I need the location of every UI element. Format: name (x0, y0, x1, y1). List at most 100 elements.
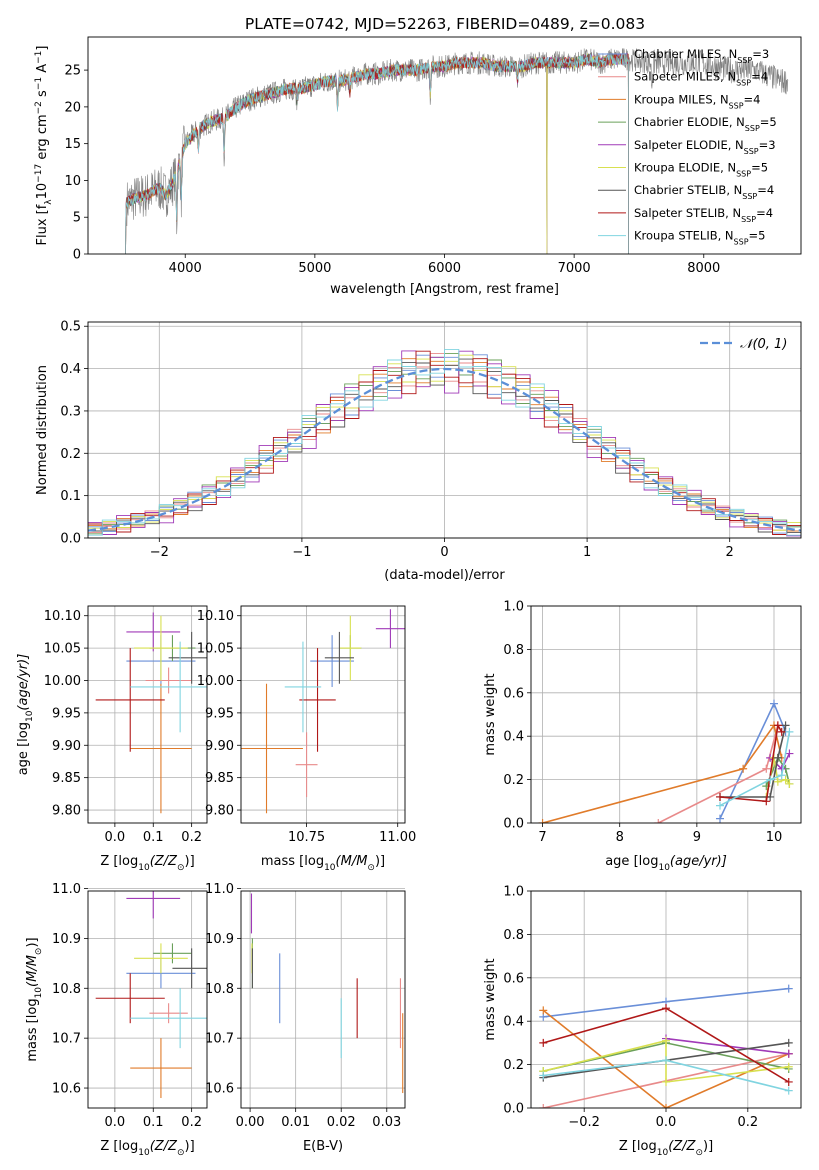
mass_vs_Z-plot (95, 891, 207, 1099)
mass_vs_Z-frame (87, 890, 208, 1109)
normal-legend-label: 𝒩(0, 1) (740, 337, 787, 352)
legend-nssp: =3 (752, 47, 769, 61)
age_vs_Z-xlabel-part: 10 (138, 863, 150, 873)
weight_vs_Z-xlabel: Z [log10(Z/Z⊙)] (619, 1139, 713, 1158)
normal-curve (88, 367, 801, 532)
age_vs_Z-xtick-label-1: 0.1 (143, 830, 164, 845)
legend-name: Salpeter MILES, N (634, 70, 736, 84)
weight_vs_Z-xtick-label-2: 0.2 (737, 1115, 758, 1130)
mass_vs_Z-panel: 0.0 0.1 0.210.610.710.810.911.0Z [log10(Z/… (25, 882, 208, 1158)
weight_vs_Z-xlabel-part: 10 (657, 1148, 669, 1158)
weight_vs_age-frame (530, 605, 802, 824)
legend-label-0: Chabrier MILES, NSSP=3 (634, 47, 769, 65)
residuals-ytick-label-1: 0.1 (60, 489, 81, 504)
age_vs_Z-ylabel-part: (age/yr)] (16, 654, 31, 711)
weight-point-5-4 (785, 779, 794, 788)
mass_vs_Z-ytick-label-3: 10.9 (52, 932, 81, 947)
errorbar-7 (95, 973, 165, 1024)
weight-point-0-1 (770, 699, 778, 708)
mass_vs_Z-xlabel-part: Z [log (100, 1139, 138, 1154)
model-spectrum-8 (125, 53, 629, 254)
weight_vs_age-xlabel: age [log10(age/yr)] (605, 854, 727, 873)
mass_vs_ebv-frame (240, 890, 406, 1109)
spectrum-xtick-label-4: 8000 (687, 261, 720, 276)
weight_vs_age-xlabel-part: 10 (658, 863, 670, 873)
weight-line-3 (765, 756, 791, 787)
age_vs_Z-ytick-label-5: 10.05 (44, 642, 81, 657)
weight_vs_age-xtick-label-3: 10 (766, 830, 783, 845)
legend-subscript: SSP (741, 214, 756, 223)
weight-point-5-3 (784, 1062, 793, 1071)
spectrum-ticks: 4000 5000 6000 7000 8000 0 5 10 15 20 25 (64, 64, 720, 276)
mass_vs_Z-grid (88, 888, 207, 1108)
legend-subscript: SSP (734, 237, 749, 246)
weight-point-6-2 (773, 753, 782, 762)
mass_vs_ebv-ytick-label-2: 10.8 (205, 982, 234, 997)
legend-subscript: SSP (729, 101, 744, 110)
errorbar-5 (134, 943, 188, 974)
errorbar-8 (130, 641, 207, 733)
mass_vs_Z-ylabel-part: ⊙ (34, 948, 44, 956)
mass_vs_ebv-panel: 0.00 0.01 0.02 0.03 10.6 10.7 10.8 10.9 11.0 E(B-… (205, 882, 406, 1154)
spectrum-ytick-label-5: 25 (64, 64, 81, 79)
weight-point-8-1 (766, 775, 775, 784)
residuals-ticks: −2 −1 0 1 2 0.0 0.1 0.2 0.3 0.4 0.5 (60, 320, 734, 560)
weight-point-0-2 (784, 984, 793, 993)
weight-point-2-0 (538, 819, 547, 823)
residuals-panel: −2 −1 0 1 2 0.0 0.1 0.2 0.3 0.4 0.5 𝒩(0, 1) (data-mo… (35, 320, 802, 583)
mass_vs_Z-xtick-label-0: 0.0 (105, 1115, 126, 1130)
spectrum-xtick-label-2: 6000 (428, 261, 461, 276)
age_vs_Z-xlabel-part: )] (185, 854, 195, 869)
mass_vs_Z-xlabel-part: ⊙ (177, 1148, 185, 1158)
errorbar-4 (375, 609, 405, 649)
weight_vs_age-xtick-label-1: 8 (616, 830, 624, 845)
legend-subscript: SSP (737, 56, 752, 65)
spectrum-ylabel-part: A (35, 64, 50, 77)
weight_vs_age-ytick-label-0: 0.0 (503, 817, 524, 832)
weight-point-8-2 (777, 771, 786, 780)
legend-name: Kroupa ELODIE, N (634, 161, 736, 175)
residuals-xtick-label-4: 2 (726, 545, 734, 560)
weight_vs_Z-plot (539, 984, 793, 1108)
legend-name: Kroupa MILES, N (634, 92, 729, 106)
weight_vs_Z-xtick-label-1: 0.0 (656, 1115, 677, 1130)
residuals-ytick-label-2: 0.2 (60, 447, 81, 462)
age_vs_mass-panel: 10.75 11.00 9.80 9.85 9.90 9.95 10.00 10.05 10.1… (197, 605, 416, 873)
weight_vs_Z-xlabel-part: )] (703, 1139, 713, 1154)
legend-label-7: Salpeter STELIB, NSSP=4 (634, 206, 773, 224)
age_vs_Z-ytick-label-1: 9.85 (52, 771, 81, 786)
spectrum-ylabel-part: Flux [f (35, 204, 50, 245)
age_vs_Z-xlabel-part: ⊙ (177, 863, 185, 873)
weight_vs_age-xlabel-part: (age/yr)] (670, 854, 727, 869)
errorbar-4 (126, 612, 181, 652)
errorbar-6 (172, 948, 207, 989)
age_vs_mass-ytick-label-6: 10.10 (197, 609, 234, 624)
age_vs_mass-xlabel-part: (M/M (336, 854, 368, 869)
mass_vs_ebv-xtick-label-2: 0.02 (327, 1115, 356, 1130)
mass_vs_Z-ylabel-part: 10 (34, 987, 44, 999)
mass_vs_ebv-ytick-label-3: 10.9 (205, 932, 234, 947)
errorbar-7 (95, 648, 165, 752)
weight_vs_age-ytick-label-2: 0.4 (503, 730, 524, 745)
age_vs_Z-ytick-label-0: 9.80 (52, 804, 81, 819)
weight-point-4-1 (784, 1049, 793, 1058)
weight_vs_Z-ytick-label-2: 0.4 (503, 1015, 524, 1030)
age_vs_Z-panel: 0.0 0.1 0.2 9.80 9.85 9.90 9.95 10.00 10.05 10.10… (16, 605, 208, 873)
legend-label-3: Chabrier ELODIE, NSSP=5 (634, 115, 777, 133)
errorbar-8 (284, 641, 322, 733)
age_vs_mass-xlabel: mass [log10(M/M⊙)] (261, 854, 385, 873)
weight_vs_age-ytick-label-4: 0.8 (503, 643, 524, 658)
spectrum-ytick-label-1: 5 (73, 211, 81, 226)
errorbar-1 (295, 732, 318, 798)
age_vs_mass-xlabel-part: )] (375, 854, 385, 869)
legend-label-8: Kroupa STELIB, NSSP=5 (634, 229, 765, 247)
weight-point-5-2 (773, 777, 782, 786)
age_vs_Z-ylabel-part: age [log (16, 722, 31, 775)
weight_vs_Z-ytick-label-5: 1.0 (503, 885, 524, 900)
weight-point-1-0 (654, 819, 663, 823)
weight-point-7-3 (777, 727, 786, 736)
weight-point-8-0 (716, 801, 724, 810)
age_vs_mass-grid (241, 606, 405, 823)
age_vs_Z-xlabel: Z [log10(Z/Z⊙)] (100, 854, 194, 873)
